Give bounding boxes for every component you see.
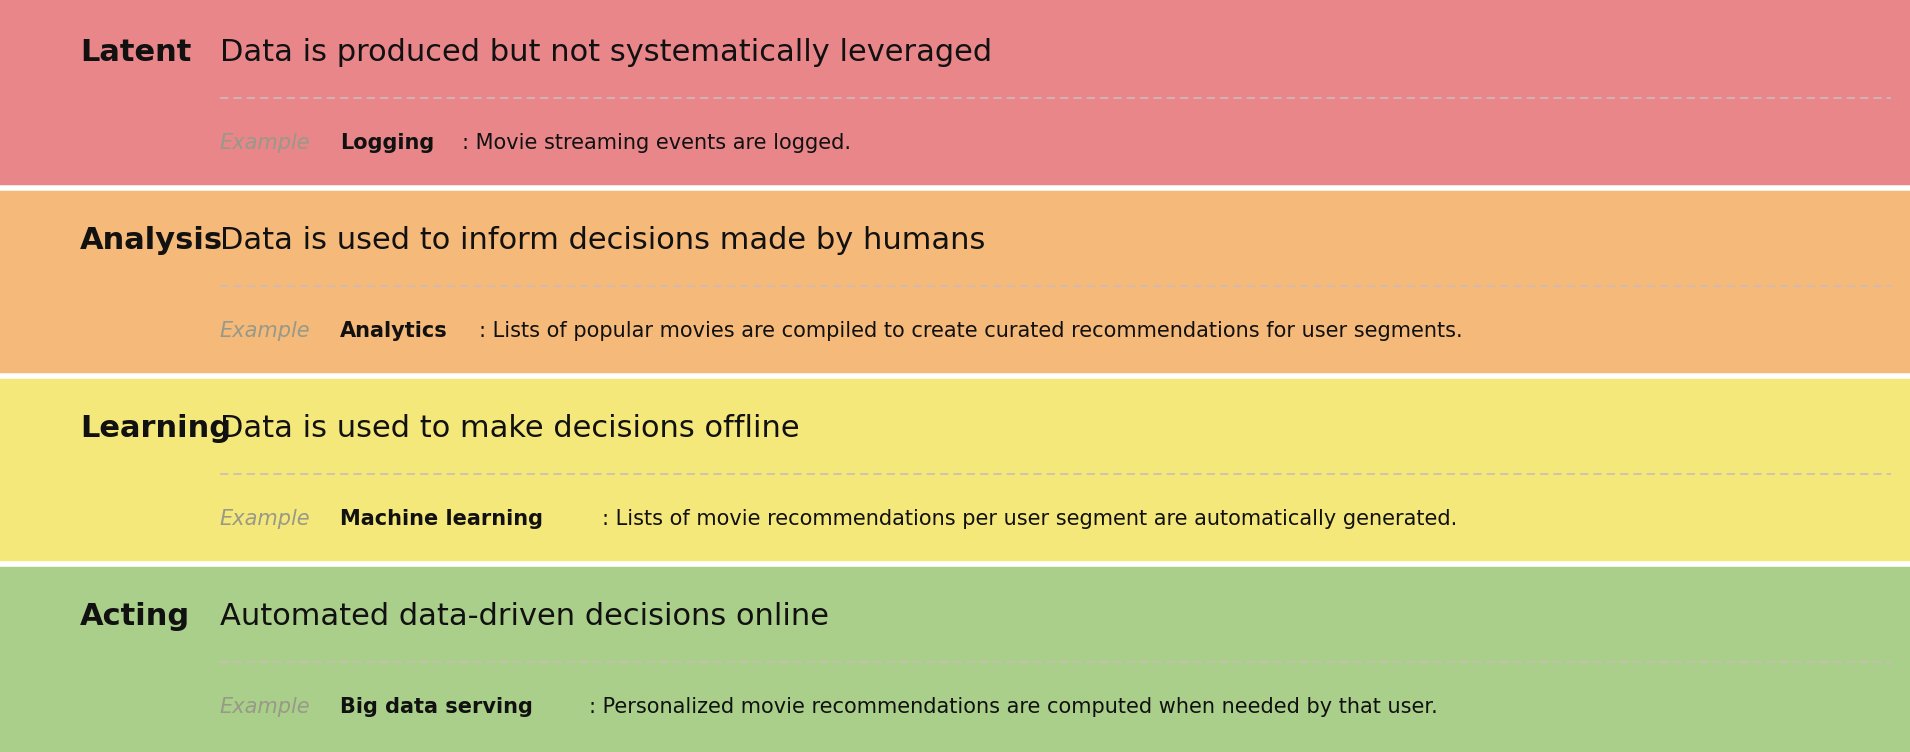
- Bar: [0, 376, 1910, 564]
- Text: Data is used to inform decisions made by humans: Data is used to inform decisions made by…: [220, 226, 986, 255]
- Text: Machine learning: Machine learning: [340, 509, 542, 529]
- Bar: [0, 564, 1910, 752]
- Text: Example: Example: [220, 697, 309, 717]
- Text: Big data serving: Big data serving: [340, 697, 533, 717]
- Text: Example: Example: [220, 509, 309, 529]
- Text: Analysis: Analysis: [80, 226, 223, 255]
- Text: Example: Example: [220, 133, 309, 153]
- Text: : Personalized movie recommendations are computed when needed by that user.: : Personalized movie recommendations are…: [588, 697, 1438, 717]
- Text: Data is used to make decisions offline: Data is used to make decisions offline: [220, 414, 798, 443]
- Text: : Lists of popular movies are compiled to create curated recommendations for use: : Lists of popular movies are compiled t…: [479, 321, 1463, 341]
- Text: Data is produced but not systematically leveraged: Data is produced but not systematically …: [220, 38, 991, 67]
- Text: : Lists of movie recommendations per user segment are automatically generated.: : Lists of movie recommendations per use…: [602, 509, 1457, 529]
- Text: Logging: Logging: [340, 133, 434, 153]
- Text: : Movie streaming events are logged.: : Movie streaming events are logged.: [462, 133, 850, 153]
- Text: Analytics: Analytics: [340, 321, 447, 341]
- Text: Example: Example: [220, 321, 309, 341]
- Text: Automated data-driven decisions online: Automated data-driven decisions online: [220, 602, 829, 631]
- Bar: [0, 188, 1910, 376]
- Text: Learning: Learning: [80, 414, 231, 443]
- Bar: [0, 0, 1910, 188]
- Text: Acting: Acting: [80, 602, 191, 631]
- Text: Latent: Latent: [80, 38, 191, 67]
